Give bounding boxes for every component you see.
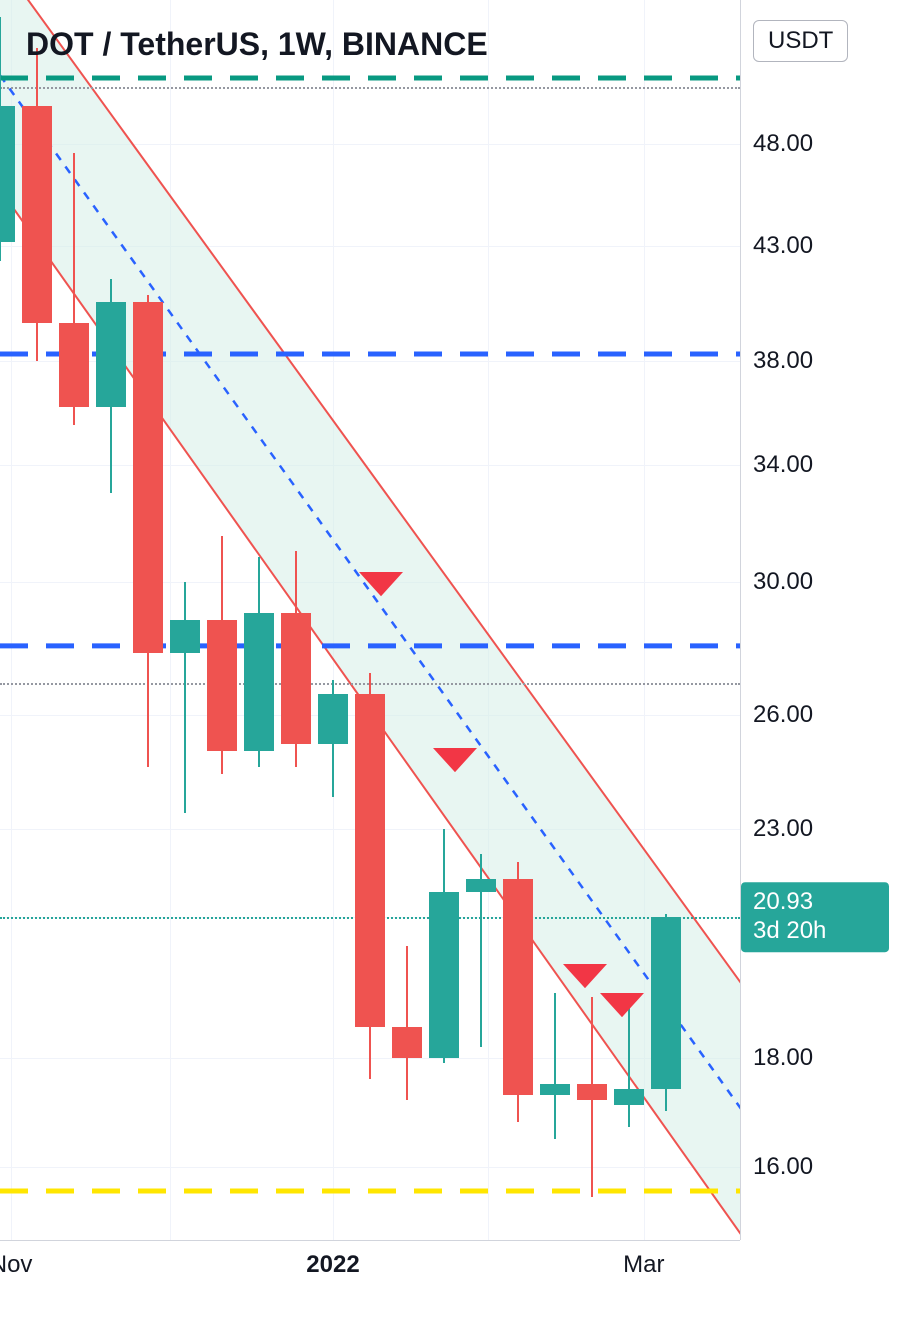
candle-body	[22, 106, 52, 323]
currency-badge[interactable]: USDT	[753, 20, 848, 62]
y-axis[interactable]: USDT 20.93 3d 20h 48.00 43.00 38.00 34.00 30…	[740, 0, 912, 1240]
candle-body	[392, 1027, 422, 1058]
candlestick[interactable]	[0, 0, 15, 1240]
y-tick-label: 34.00	[753, 451, 813, 479]
sell-signal-marker	[600, 993, 644, 1017]
candle-body	[133, 302, 163, 653]
y-tick-label: 16.00	[753, 1153, 813, 1181]
x-tick-label: Mar	[623, 1251, 664, 1279]
price-value: 20.93	[753, 888, 813, 915]
candlestick[interactable]	[170, 0, 200, 1240]
y-tick-label: 26.00	[753, 701, 813, 729]
candle-body	[577, 1084, 607, 1100]
y-tick-label: 30.00	[753, 568, 813, 596]
x-axis[interactable]: Nov 2022 Mar	[0, 1240, 740, 1332]
current-price-badge[interactable]: 20.93 3d 20h	[741, 882, 889, 952]
candle-body	[614, 1089, 644, 1105]
candlestick[interactable]	[651, 0, 681, 1240]
x-tick-label: Nov	[0, 1251, 32, 1279]
candle-body	[651, 917, 681, 1089]
candle-body	[429, 892, 459, 1058]
chart-root: USDT 20.93 3d 20h 48.00 43.00 38.00 34.00 30…	[0, 0, 912, 1332]
candle-body	[170, 620, 200, 653]
candlestick[interactable]	[577, 0, 607, 1240]
candle-body	[244, 613, 274, 751]
candle-body	[281, 613, 311, 744]
candlestick[interactable]	[22, 0, 52, 1240]
sell-signal-marker	[359, 572, 403, 596]
candle-body	[0, 106, 15, 242]
x-tick-label: 2022	[306, 1251, 359, 1279]
candle-body	[540, 1084, 570, 1095]
candlestick[interactable]	[59, 0, 89, 1240]
candlestick[interactable]	[281, 0, 311, 1240]
y-tick-label: 38.00	[753, 347, 813, 375]
candlestick[interactable]	[355, 0, 385, 1240]
candle-wick	[554, 993, 556, 1139]
candle-body	[503, 879, 533, 1094]
sell-signal-marker	[563, 964, 607, 988]
candle-wick	[628, 997, 630, 1127]
candle-body	[466, 879, 496, 892]
candle-body	[355, 694, 385, 1027]
price-countdown: 3d 20h	[753, 917, 877, 946]
y-tick-label: 18.00	[753, 1044, 813, 1072]
y-tick-label: 43.00	[753, 232, 813, 260]
candle-wick	[184, 582, 186, 814]
candlestick[interactable]	[429, 0, 459, 1240]
y-tick-label: 23.00	[753, 815, 813, 843]
candlestick[interactable]	[244, 0, 274, 1240]
candlestick[interactable]	[503, 0, 533, 1240]
sell-signal-marker	[433, 748, 477, 772]
candlestick[interactable]	[96, 0, 126, 1240]
candle-wick	[406, 946, 408, 1100]
candlestick[interactable]	[207, 0, 237, 1240]
candlestick[interactable]	[133, 0, 163, 1240]
candle-body	[59, 323, 89, 407]
candlestick[interactable]	[392, 0, 422, 1240]
candlestick[interactable]	[318, 0, 348, 1240]
chart-title[interactable]: DOT / TetherUS, 1W, BINANCE	[26, 26, 488, 63]
candle-body	[318, 694, 348, 744]
candlestick[interactable]	[540, 0, 570, 1240]
candlestick[interactable]	[614, 0, 644, 1240]
y-tick-label: 48.00	[753, 130, 813, 158]
candle-body	[207, 620, 237, 752]
plot-area[interactable]	[0, 0, 740, 1240]
candlestick[interactable]	[466, 0, 496, 1240]
candle-body	[96, 302, 126, 407]
